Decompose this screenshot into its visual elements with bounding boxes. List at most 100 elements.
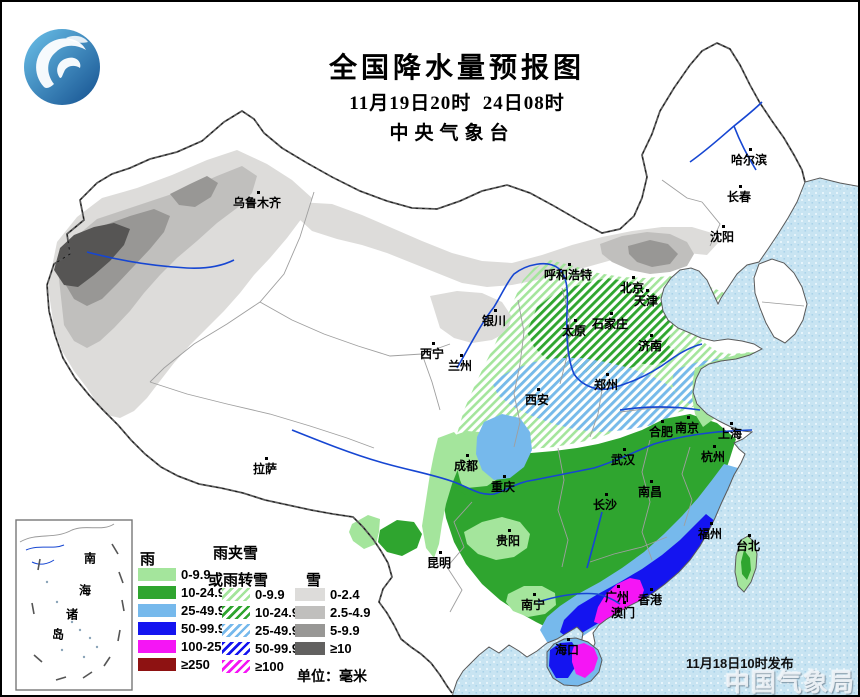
city-dot bbox=[256, 191, 260, 194]
legend-swatch-solid bbox=[138, 658, 176, 671]
legend-row: ≥10 bbox=[295, 641, 370, 656]
city-dot bbox=[532, 593, 536, 596]
legend-label: ≥10 bbox=[330, 641, 352, 656]
city-label-长沙: 长沙 bbox=[593, 493, 617, 511]
city-label-长春: 长春 bbox=[727, 185, 751, 203]
city-dot bbox=[721, 225, 725, 228]
legend-swatch-solid bbox=[295, 642, 325, 655]
city-label-沈阳: 沈阳 bbox=[710, 225, 734, 243]
province-borders bbox=[149, 179, 721, 613]
city-dot bbox=[649, 480, 653, 483]
agency-name: 中央气象台 bbox=[389, 123, 515, 144]
city-dot bbox=[645, 289, 649, 292]
city-label-呼和浩特: 呼和浩特 bbox=[544, 263, 592, 281]
legend-swatch-solid bbox=[295, 606, 325, 619]
legend-swatch-solid bbox=[295, 624, 325, 637]
page-title: 全国降水量预报图 bbox=[328, 53, 586, 84]
legend-header-snow: 雪 bbox=[306, 572, 322, 589]
city-label-乌鲁木齐: 乌鲁木齐 bbox=[233, 191, 281, 209]
city-dot bbox=[566, 638, 570, 641]
city-dot bbox=[493, 309, 497, 312]
legend-label: 50-99.9 bbox=[181, 621, 226, 636]
city-dot bbox=[747, 534, 751, 537]
legend-label: 0-9.9 bbox=[181, 567, 211, 582]
korea-peninsula bbox=[753, 258, 808, 344]
city-dot bbox=[609, 312, 613, 315]
city-label-哈尔滨: 哈尔滨 bbox=[731, 148, 767, 166]
legend-row: 0-2.4 bbox=[295, 587, 370, 602]
inset-label-char: 诸 bbox=[65, 607, 79, 622]
city-dot bbox=[616, 585, 620, 588]
legend-row: 10-24.9 bbox=[222, 605, 299, 620]
legend-label: 25-49.9 bbox=[181, 603, 226, 618]
watermark: 中国气象局 bbox=[725, 669, 856, 697]
city-dot bbox=[649, 588, 653, 591]
legend-row: 50-99.9 bbox=[222, 641, 299, 656]
city-dot bbox=[649, 334, 653, 337]
city-label-济南: 济南 bbox=[638, 334, 662, 352]
legend-row: 50-99.9 bbox=[138, 621, 229, 636]
legend-header-sleet-1: 雨夹雪 bbox=[213, 545, 259, 562]
legend-label: ≥100 bbox=[255, 659, 284, 674]
legend-column-sleet: 0-9.9 10-24.9 25-49.9 50-99.9 ≥100 bbox=[222, 587, 300, 678]
legend-swatch-solid bbox=[138, 622, 176, 635]
city-label-银川: 银川 bbox=[482, 309, 506, 327]
unit-label: 单位：毫米 bbox=[297, 668, 367, 684]
city-dot bbox=[622, 448, 626, 451]
city-dot bbox=[502, 475, 506, 478]
city-label-南昌: 南昌 bbox=[638, 480, 662, 498]
inset-label-char: 岛 bbox=[51, 627, 65, 642]
city-dot bbox=[605, 373, 609, 376]
inset-label-char: 海 bbox=[78, 583, 92, 598]
legend-swatch-solid bbox=[138, 586, 176, 599]
city-dot bbox=[729, 422, 733, 425]
forecast-period: 11月19日20时 24日08时 bbox=[349, 93, 565, 114]
legend-row: 25-49.9 bbox=[138, 603, 229, 618]
legend-row: 0-9.9 bbox=[138, 567, 229, 582]
city-label-兰州: 兰州 bbox=[448, 354, 472, 372]
city-dot bbox=[507, 529, 511, 532]
inset-islands bbox=[45, 580, 99, 659]
cma-logo-icon bbox=[24, 29, 100, 105]
city-label-成都: 成都 bbox=[454, 454, 478, 472]
legend-row: 2.5-4.9 bbox=[295, 605, 371, 620]
legend-label: 0-9.9 bbox=[255, 587, 285, 602]
city-dot bbox=[465, 454, 469, 457]
city-label-澳门: 澳门 bbox=[611, 601, 635, 619]
city-label-上海: 上海 bbox=[718, 422, 742, 440]
legend-label: 25-49.9 bbox=[255, 623, 300, 638]
legend-row: 0-9.9 bbox=[222, 587, 299, 602]
legend-label: 2.5-4.9 bbox=[330, 605, 371, 620]
issue-time: 11月18日10时发布 bbox=[686, 656, 794, 671]
city-label-海口: 海口 bbox=[555, 638, 579, 656]
legend-header-rain: 雨 bbox=[140, 551, 156, 568]
legend-swatch-hatched bbox=[222, 624, 250, 637]
legend-label: 10-24.9 bbox=[181, 585, 226, 600]
legend-row: ≥100 bbox=[222, 659, 299, 674]
legend-column-snow: 0-2.4 2.5-4.9 5-9.9 ≥10 bbox=[295, 587, 371, 660]
city-label-香港: 香港 bbox=[638, 588, 662, 606]
city-label-贵阳: 贵阳 bbox=[496, 529, 520, 547]
city-dot bbox=[431, 342, 435, 345]
city-label-广州: 广州 bbox=[605, 585, 629, 603]
city-label-拉萨: 拉萨 bbox=[253, 457, 277, 475]
city-dot bbox=[567, 263, 571, 266]
city-label-台北: 台北 bbox=[736, 534, 760, 552]
legend-swatch-solid bbox=[295, 588, 325, 601]
legend-label: 100-250 bbox=[181, 639, 229, 654]
nine-dash-line bbox=[31, 543, 125, 681]
city-dot bbox=[748, 148, 752, 151]
legend-label: ≥250 bbox=[181, 657, 210, 672]
legend-header-sleet-2: 或雨转雪 bbox=[208, 572, 269, 589]
city-dot bbox=[438, 551, 442, 554]
city-label-杭州: 杭州 bbox=[701, 445, 725, 463]
national-border-dots bbox=[46, 42, 806, 694]
city-label-郑州: 郑州 bbox=[594, 373, 618, 391]
legend-swatch-solid bbox=[138, 604, 176, 617]
legend-swatch-hatched bbox=[222, 588, 250, 601]
hainan-island bbox=[546, 637, 603, 687]
city-dot bbox=[604, 493, 608, 496]
sea-area bbox=[452, 177, 858, 695]
legend-swatch-hatched bbox=[222, 642, 250, 655]
